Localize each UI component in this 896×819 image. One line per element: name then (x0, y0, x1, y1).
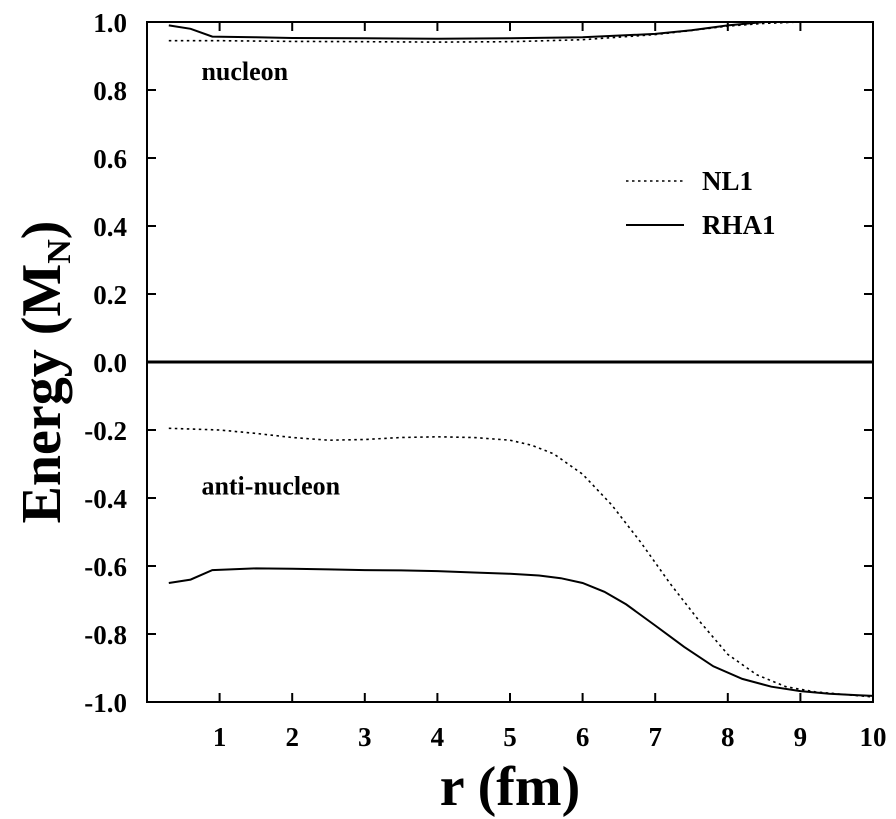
y-tick-label: 0.4 (93, 212, 127, 242)
legend-label-rha1: RHA1 (702, 210, 776, 240)
y-axis-title-main: Energy (M (11, 264, 73, 524)
y-axis-title-close: ) (11, 221, 73, 240)
y-tick-label: 0.2 (93, 280, 127, 310)
x-tick-label: 8 (721, 722, 735, 752)
y-axis-title-subscript: N (41, 239, 78, 264)
annotations: nucleon anti-nucleon (201, 57, 340, 501)
series-rha1-nucleon (168, 21, 873, 40)
x-tick-label: 10 (860, 722, 887, 752)
y-tick-label: 0.6 (93, 144, 127, 174)
y-tick-label: -0.2 (84, 416, 127, 446)
legend: NL1 RHA1 (626, 166, 776, 240)
x-axis-title: r (fm) (440, 756, 580, 818)
series-nl1-anti-nucleon (168, 427, 874, 698)
series-lines (168, 21, 874, 698)
y-tick-label: -1.0 (84, 688, 127, 718)
x-tick-label: 2 (285, 722, 299, 752)
ticks: 1.0 0.8 0.6 0.4 0.2 0.0 -0.2 -0.4 -0.6 -0.8 -1.0 1 2… (84, 8, 886, 752)
x-tick-label: 6 (576, 722, 590, 752)
y-tick-label: -0.6 (84, 552, 127, 582)
y-tick-label: 0.0 (93, 348, 127, 378)
y-axis-title: Energy (MN) (11, 221, 78, 524)
x-tick-label: 5 (503, 722, 517, 752)
annotation-anti-nucleon: anti-nucleon (201, 472, 340, 501)
x-tick-label: 9 (794, 722, 808, 752)
series-nl1-nucleon (168, 21, 873, 43)
x-tick-label: 7 (648, 722, 662, 752)
x-tick-label: 3 (358, 722, 372, 752)
x-tick-label: 1 (213, 722, 227, 752)
y-tick-label: -0.8 (84, 620, 127, 650)
y-tick-label: 1.0 (93, 8, 127, 38)
y-tick-label: 0.8 (93, 76, 127, 106)
annotation-nucleon: nucleon (201, 57, 288, 86)
y-tick-label: -0.4 (84, 484, 127, 514)
series-rha1-anti-nucleon (168, 567, 874, 697)
x-tick-label: 4 (431, 722, 445, 752)
legend-label-nl1: NL1 (702, 166, 753, 196)
